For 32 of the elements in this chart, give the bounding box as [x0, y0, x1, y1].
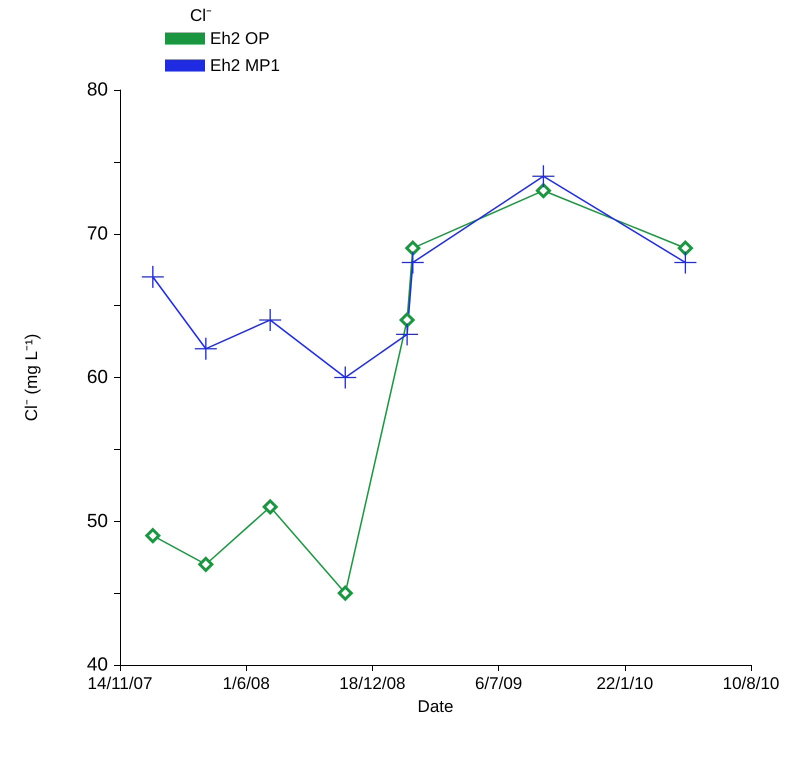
point	[194, 338, 217, 360]
x-tick-label: 18/12/08	[339, 674, 406, 693]
point	[400, 312, 415, 328]
x-tick-label: 6/7/09	[474, 674, 522, 693]
point	[334, 366, 356, 388]
y-tick-label: 80	[86, 80, 108, 100]
point	[678, 240, 693, 256]
point	[405, 240, 420, 256]
x-tick-label: 10/8/10	[722, 674, 780, 693]
y-tick-label: 40	[86, 654, 108, 676]
point	[396, 323, 418, 346]
y-axis-title: Cl⁻ (mg L⁻¹)	[22, 334, 41, 422]
x-tick-label: 1/6/08	[222, 674, 270, 693]
y-tick-label: 70	[86, 223, 108, 244]
point	[259, 309, 282, 331]
point	[198, 556, 214, 572]
point	[145, 528, 160, 544]
point	[142, 266, 164, 288]
x-tick-label: 14/11/07	[88, 674, 152, 693]
legend-title: Cl⁻	[190, 6, 212, 25]
point	[338, 586, 353, 601]
legend-label: Eh2 OP	[210, 29, 270, 48]
legend-label: Eh2 MP1	[210, 56, 280, 75]
y-tick-label: 60	[86, 367, 108, 388]
point	[674, 252, 696, 274]
x-axis-title: Date	[418, 697, 454, 716]
x-tick-label: 22/1/10	[596, 674, 654, 693]
point	[262, 499, 278, 514]
point	[402, 252, 424, 274]
point	[536, 183, 551, 198]
y-tick-label: 50	[86, 510, 108, 532]
point	[532, 165, 554, 188]
